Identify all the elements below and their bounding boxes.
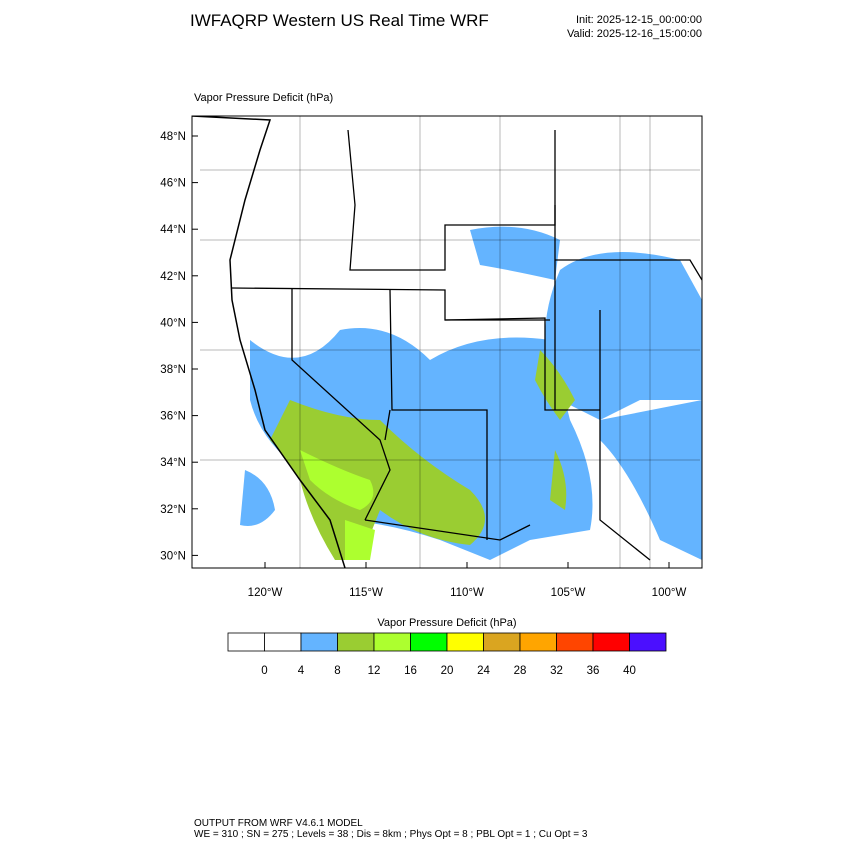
map-frame [191, 115, 703, 569]
colorbar-label: 40 [623, 665, 636, 677]
colorbar-label: 24 [477, 665, 490, 677]
colorbar-title: Vapor Pressure Deficit (hPa) [377, 617, 516, 629]
lon-label: 115°W [349, 587, 383, 599]
colorbar-label: 20 [441, 665, 454, 677]
lat-label: 34°N [160, 457, 186, 469]
colorbar-box [264, 632, 302, 652]
colorbar-label: 8 [334, 665, 340, 677]
lat-label: 48°N [160, 131, 186, 143]
colorbar-box [556, 632, 594, 652]
colorbar-box [337, 632, 375, 652]
footer-line: WE = 310 ; SN = 275 ; Levels = 38 ; Dis … [194, 829, 588, 840]
colorbar-box [483, 632, 521, 652]
colorbar-box [592, 632, 630, 652]
colorbar-box [373, 632, 411, 652]
init-time: Init: 2025-12-15_00:00:00 [576, 14, 702, 26]
lat-label: 42°N [160, 271, 186, 283]
lon-label: 120°W [248, 587, 283, 599]
lat-label: 46°N [160, 178, 186, 190]
colorbar-label: 0 [261, 665, 267, 677]
lat-label: 32°N [160, 504, 186, 516]
colorbar-box [227, 632, 265, 652]
colorbar-box [629, 632, 667, 652]
lat-label: 36°N [160, 411, 186, 423]
title: IWFAQRP Western US Real Time WRF [190, 11, 489, 30]
map-area [192, 116, 702, 568]
valid-time: Valid: 2025-12-16_15:00:00 [567, 28, 702, 40]
lon-label: 105°W [551, 587, 586, 599]
colorbar-label: 4 [298, 665, 305, 677]
map-label: Vapor Pressure Deficit (hPa) [194, 92, 333, 104]
colorbar-box [410, 632, 448, 652]
lon-label: 100°W [652, 587, 687, 599]
colorbar-box [519, 632, 557, 652]
lat-label: 40°N [160, 317, 186, 329]
colorbar-box [446, 632, 484, 652]
colorbar-label: 36 [587, 665, 600, 677]
colorbar-label: 12 [368, 665, 381, 677]
lat-label: 30°N [160, 550, 186, 562]
footer-line: OUTPUT FROM WRF V4.6.1 MODEL [194, 818, 363, 829]
colorbar-label: 28 [514, 665, 527, 677]
lon-label: 110°W [450, 587, 484, 599]
lat-label: 44°N [160, 224, 186, 236]
colorbar-label: 16 [404, 665, 417, 677]
colorbar-box [300, 632, 338, 652]
lat-label: 38°N [160, 364, 186, 376]
colorbar-label: 32 [550, 665, 563, 677]
